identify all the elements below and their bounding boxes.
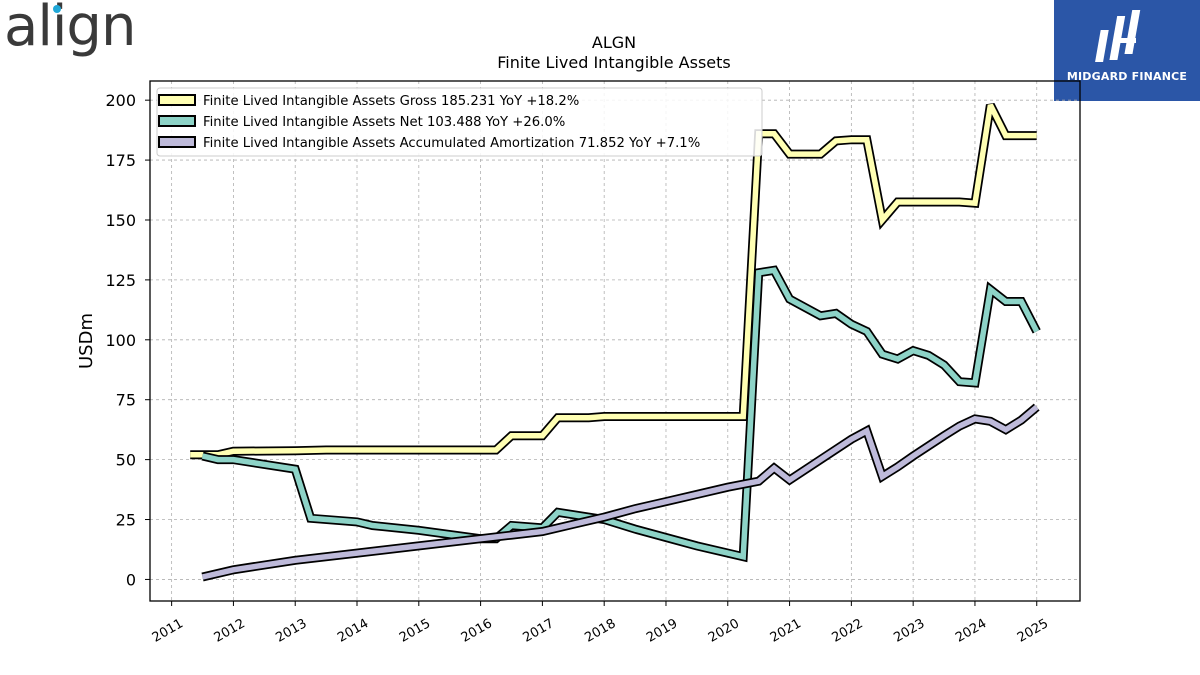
y-tick-label: 50 <box>116 451 136 470</box>
y-tick-label: 100 <box>105 331 136 350</box>
midgard-emblem-icon <box>1095 10 1141 62</box>
x-tick-label: 2011 <box>150 616 186 646</box>
y-tick-label: 0 <box>126 570 136 589</box>
y-tick-label: 200 <box>105 91 136 110</box>
series-line <box>190 103 1037 458</box>
legend-box <box>156 87 763 157</box>
grid <box>150 81 1080 601</box>
series-lines <box>190 102 1041 582</box>
legend-entry: Finite Lived Intangible Assets Accumulat… <box>203 136 700 151</box>
midgard-finance-logo: MIDGARD FINANCE <box>1054 0 1200 101</box>
x-tick-label: 2017 <box>521 616 557 646</box>
y-tick-label: 25 <box>116 511 136 530</box>
legend-entry: Finite Lived Intangible Assets Gross 185… <box>203 94 579 109</box>
chart-subtitle: Finite Lived Intangible Assets <box>497 53 730 72</box>
y-axis-label: USDm <box>76 313 97 369</box>
x-tick-label: 2020 <box>706 616 742 646</box>
series-line <box>201 267 1040 561</box>
x-tick-label: 2016 <box>459 616 495 646</box>
chart-title: ALGN <box>592 33 636 52</box>
axes: 0 25 50 75 100 125 150 175 200 2011 2012 2013 2014 20… <box>105 91 1051 646</box>
align-logo: align <box>4 0 136 59</box>
legend-swatch <box>158 136 196 148</box>
align-logo-dot <box>53 5 61 13</box>
x-tick-label: 2023 <box>891 616 927 646</box>
midgard-logo-text: MIDGARD FINANCE <box>1066 70 1188 83</box>
legend: Finite Lived Intangible Assets Gross 185… <box>156 87 763 157</box>
legend-swatch <box>158 94 196 106</box>
y-tick-label: 175 <box>105 151 136 170</box>
plot-frame <box>149 80 1081 602</box>
x-tick-label: 2013 <box>273 616 309 646</box>
x-tick-label: 2021 <box>768 616 804 646</box>
x-tick-label: 2019 <box>644 616 680 646</box>
x-tick-label: 2014 <box>335 616 371 646</box>
x-tick-label: 2012 <box>212 616 248 646</box>
series-line <box>201 404 1039 580</box>
y-tick-label: 75 <box>116 391 136 410</box>
legend-entry: Finite Lived Intangible Assets Net 103.4… <box>203 115 565 130</box>
x-tick-label: 2015 <box>397 616 433 646</box>
x-tick-label: 2018 <box>582 616 618 646</box>
y-tick-label: 125 <box>105 271 136 290</box>
x-tick-label: 2022 <box>830 616 866 646</box>
series-outline <box>201 403 1040 582</box>
y-tick-label: 150 <box>105 211 136 230</box>
legend-swatch <box>158 115 196 127</box>
x-tick-label: 2024 <box>953 616 989 646</box>
x-tick-label: 2025 <box>1015 616 1051 646</box>
